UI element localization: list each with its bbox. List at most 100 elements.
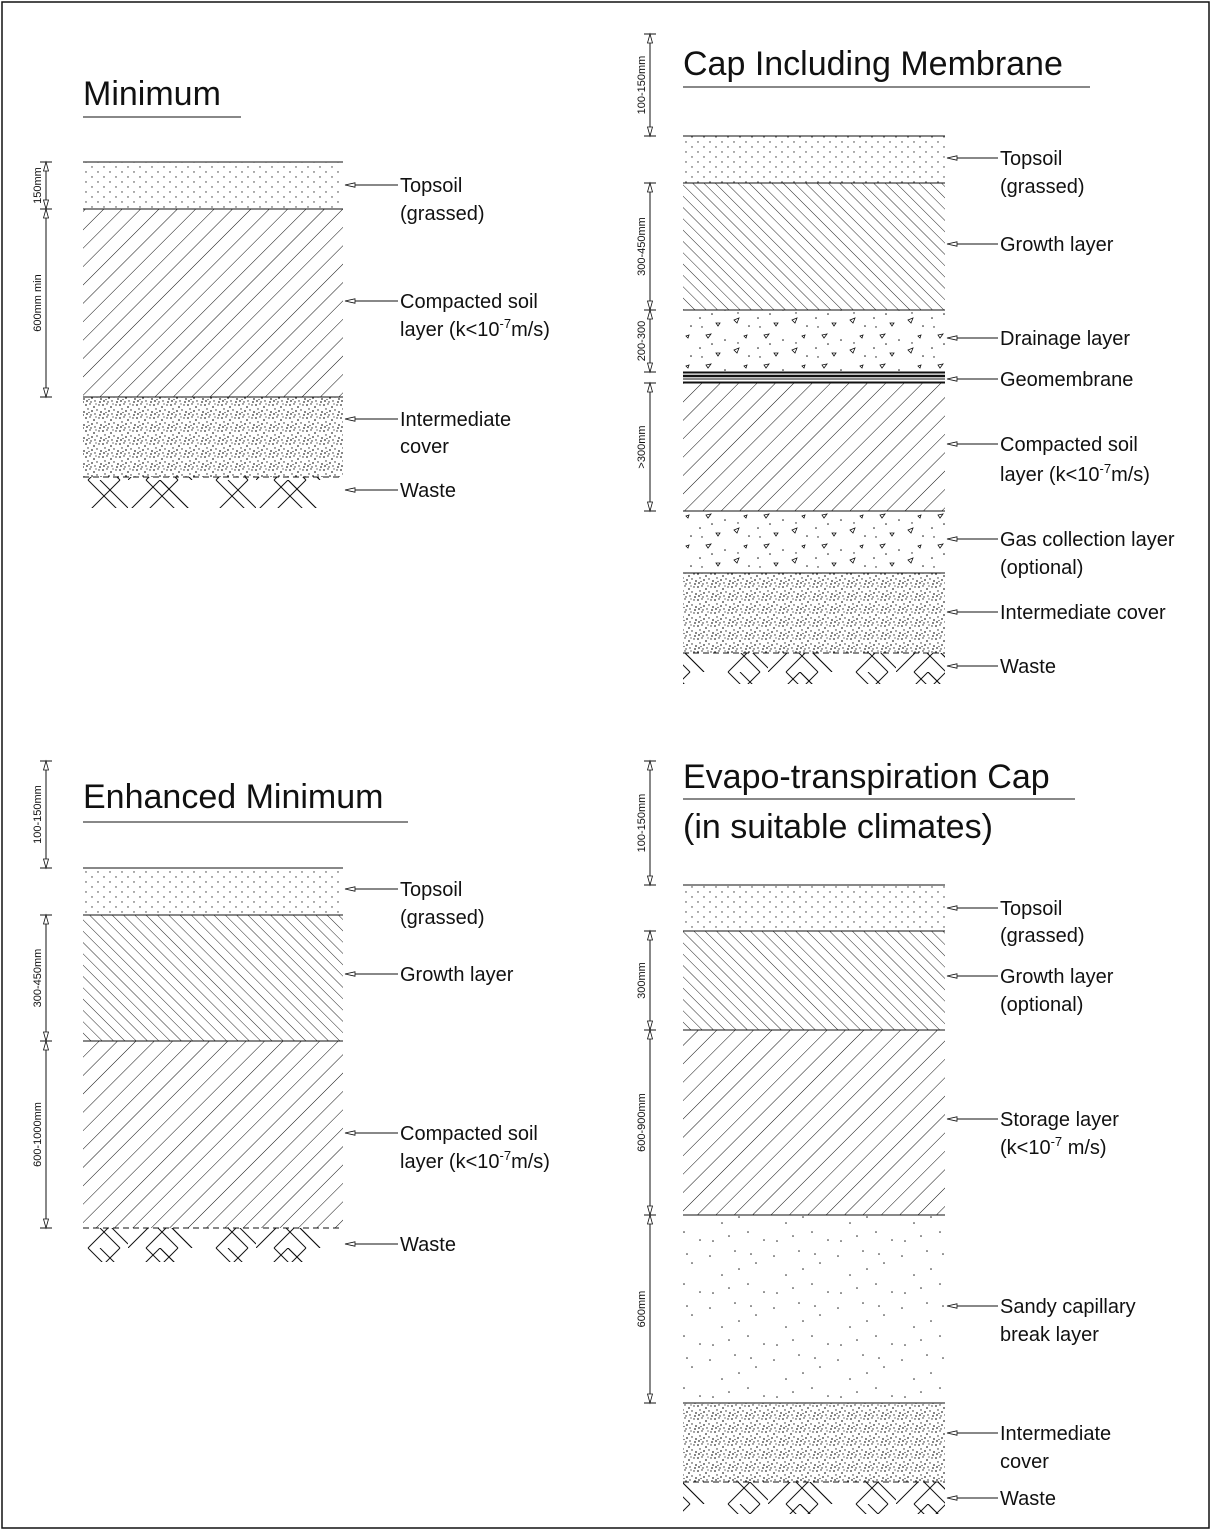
dimension-label: 300-450mm xyxy=(636,217,648,276)
layer-stipple-dense: Intermediate cover xyxy=(83,396,511,477)
layer-fill xyxy=(683,136,945,183)
dimension-label: 300-450mm xyxy=(32,949,44,1008)
layer-hatch-wide: Compacted soil layer (k<10-7m/s) >300mm xyxy=(636,381,1150,513)
dimension-label: 150mm xyxy=(32,167,44,204)
layer-label: Intermediate xyxy=(400,409,511,431)
layer-membrane: Geomembrane xyxy=(683,369,1133,391)
layer-fill xyxy=(83,1041,343,1228)
diagram-title: Minimum xyxy=(83,75,221,113)
layer-label: Waste xyxy=(1000,1488,1056,1510)
dimension-label: 100-150mm xyxy=(636,794,648,853)
layer-hatch-wide: Storage layer (k<10-7 m/s) 600-900mm xyxy=(636,1028,1119,1217)
dimension-arrowhead xyxy=(42,199,50,211)
layer-fill xyxy=(683,511,945,573)
layer-stipple-dense: Intermediate cover xyxy=(683,1402,1111,1482)
layer-dots-light: Topsoil (grassed) xyxy=(683,884,1084,947)
dimension-label: 600-1000mm xyxy=(32,1102,44,1167)
leader-arrowhead xyxy=(344,487,356,493)
layer-label: Drainage layer xyxy=(1000,328,1130,350)
dimension-arrowhead xyxy=(42,858,50,870)
layer-label: Waste xyxy=(400,480,456,502)
layer-label: Topsoil xyxy=(1000,898,1062,920)
leader-arrowhead xyxy=(344,298,356,304)
layer-label: Growth layer xyxy=(1000,966,1114,988)
layer-label: Geomembrane xyxy=(1000,369,1133,391)
dimension-arrowhead xyxy=(646,1020,654,1032)
layer-hatch-fine: Growth layer 300-450mm xyxy=(32,913,514,1043)
leader-arrowhead xyxy=(946,609,958,615)
dimension-arrowhead xyxy=(646,501,654,513)
layer-dots-light: Topsoil (grassed) 150mm xyxy=(32,160,484,225)
layer-label: Topsoil xyxy=(1000,148,1062,170)
dimension-label: 600-900mm xyxy=(636,1093,648,1152)
dimension-label: 200-300 xyxy=(636,321,648,361)
dimension-arrowhead xyxy=(42,1039,50,1051)
layer-fill xyxy=(83,209,343,397)
layer-stipple-dense: Intermediate cover xyxy=(683,572,1166,653)
dimension-arrowhead xyxy=(646,1213,654,1225)
dimension-label: 600mm min xyxy=(32,274,44,331)
layer-label: Compacted soil xyxy=(400,291,538,313)
diagram-1: Minimum Topsoil (grassed) 150mm Compacted so… xyxy=(32,75,550,508)
leader-arrowhead xyxy=(946,155,958,161)
leader-arrowhead xyxy=(344,416,356,422)
layer-label: (grassed) xyxy=(400,203,484,225)
dimension-arrowhead xyxy=(646,1393,654,1405)
dimension-arrowhead xyxy=(42,913,50,925)
layer-label: Intermediate xyxy=(1000,1423,1111,1445)
leader-arrowhead xyxy=(344,886,356,892)
leader-arrowhead xyxy=(946,905,958,911)
geomembrane-band xyxy=(683,372,945,383)
dimension-arrowhead xyxy=(42,207,50,219)
dimension-arrowhead xyxy=(646,875,654,887)
layer-crosshatch: Waste xyxy=(83,1227,456,1262)
layer-label: Topsoil xyxy=(400,175,462,197)
dimension-arrowhead xyxy=(42,1031,50,1043)
layer-label: Growth layer xyxy=(400,964,514,986)
layer-gravel: Gas collection layer (optional) xyxy=(683,510,1175,579)
leader-arrowhead xyxy=(946,973,958,979)
diagram-title: Enhanced Minimum xyxy=(83,778,383,816)
dimension-label: >300mm xyxy=(636,425,648,468)
layer-fill xyxy=(683,931,945,1030)
layer-label: cover xyxy=(400,436,449,458)
leader-arrowhead xyxy=(946,1430,958,1436)
layer-label: Gas collection layer xyxy=(1000,529,1175,551)
leader-arrowhead xyxy=(946,441,958,447)
layer-label: Topsoil xyxy=(400,879,462,901)
dimension-arrowhead xyxy=(646,1205,654,1217)
layer-label: Sandy capillary xyxy=(1000,1296,1136,1318)
dimension-arrowhead xyxy=(646,181,654,193)
layer-label: Intermediate cover xyxy=(1000,602,1166,624)
layer-label: Compacted soil xyxy=(1000,434,1138,456)
leader-arrowhead xyxy=(344,1241,356,1247)
diagram-4: Evapo-transpiration Cap (in suitable clim… xyxy=(636,758,1136,1514)
layer-label: layer (k<10-7m/s) xyxy=(1000,461,1150,486)
layer-label: layer (k<10-7m/s) xyxy=(400,1148,550,1173)
diagram-panels: Minimum Topsoil (grassed) 150mm Compacted so… xyxy=(32,32,1175,1514)
dimension-label: 100-150mm xyxy=(32,785,44,844)
layer-label: Storage layer xyxy=(1000,1109,1119,1131)
leader-arrowhead xyxy=(344,971,356,977)
dimension-arrowhead xyxy=(646,300,654,312)
diagram-title: Evapo-transpiration Cap xyxy=(683,758,1050,796)
layer-label: Waste xyxy=(1000,656,1056,678)
layer-label: Growth layer xyxy=(1000,234,1114,256)
layer-fill xyxy=(83,915,343,1041)
dimension-arrowhead xyxy=(646,929,654,941)
layer-fill xyxy=(83,397,343,477)
leader-arrowhead xyxy=(946,1116,958,1122)
diagram-title: (in suitable climates) xyxy=(683,808,993,846)
layer-dots-light: Topsoil (grassed) xyxy=(683,135,1084,198)
diagram-2: Cap Including Membrane 100-150mm Topsoil (g… xyxy=(636,32,1175,684)
dimension-arrowhead xyxy=(42,759,50,771)
dimension-label: 600mm xyxy=(636,1291,648,1328)
dimension-label: 300mm xyxy=(636,962,648,999)
layer-fill xyxy=(83,162,343,209)
leader-arrowhead xyxy=(946,241,958,247)
dimension-arrowhead xyxy=(42,1218,50,1230)
dimension-arrowhead xyxy=(646,308,654,320)
layer-fill xyxy=(683,573,945,653)
